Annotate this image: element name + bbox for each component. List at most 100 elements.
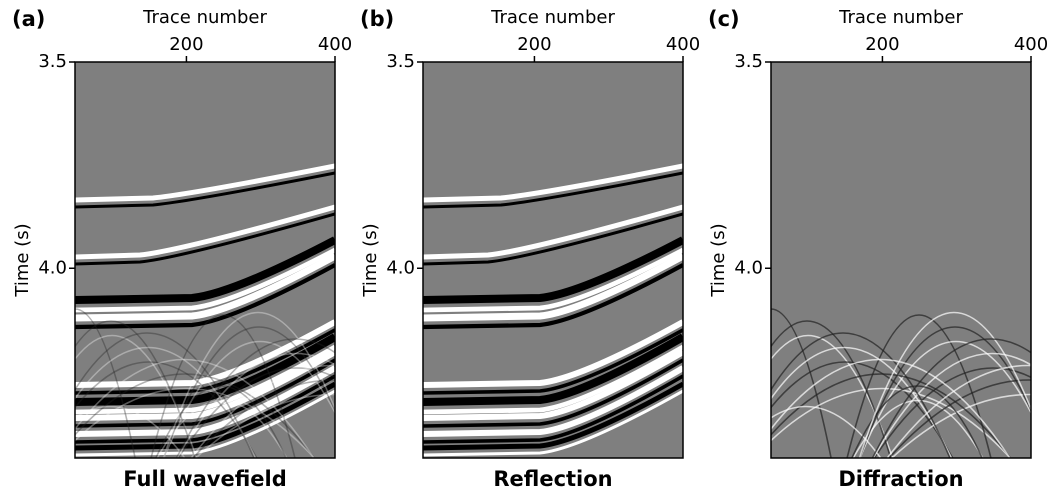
panel-label: (a) bbox=[12, 7, 45, 31]
diffraction-event bbox=[190, 364, 335, 458]
diffraction-event bbox=[75, 334, 198, 458]
diffraction-event bbox=[890, 393, 1031, 458]
x-axis-label: Trace number bbox=[142, 7, 267, 28]
reflection-event bbox=[75, 381, 335, 451]
diffraction-event bbox=[75, 405, 186, 458]
reflection-event bbox=[423, 374, 683, 444]
diffraction-event bbox=[771, 405, 882, 458]
panel-title: Diffraction bbox=[838, 467, 963, 490]
reflection-event bbox=[423, 319, 683, 388]
diffraction-event bbox=[771, 308, 832, 458]
diffraction-event bbox=[162, 326, 335, 458]
seismic-image bbox=[771, 62, 1031, 458]
x-axis-label: Trace number bbox=[838, 7, 963, 28]
reflection-event bbox=[75, 349, 335, 421]
diffraction-event bbox=[771, 361, 954, 458]
panel-frame bbox=[74, 61, 336, 459]
reflection-event bbox=[75, 236, 335, 304]
x-tick-label: 200 bbox=[517, 34, 551, 55]
reflection-event bbox=[75, 247, 335, 313]
diffraction-event bbox=[771, 332, 951, 458]
x-tick-label: 200 bbox=[865, 34, 899, 55]
diffraction-event bbox=[871, 338, 1031, 458]
reflection-event bbox=[423, 171, 683, 209]
diffraction-event bbox=[177, 367, 335, 458]
diffraction-event bbox=[873, 367, 1031, 458]
diffraction-event bbox=[192, 379, 335, 458]
reflection-event bbox=[423, 389, 683, 457]
reflection-event bbox=[423, 263, 683, 330]
reflection-event bbox=[75, 328, 335, 395]
diffraction-event bbox=[75, 361, 258, 458]
panel-label: (c) bbox=[708, 7, 740, 31]
reflection-event bbox=[75, 344, 335, 415]
reflection-event bbox=[75, 389, 335, 457]
reflection-event bbox=[75, 374, 335, 444]
x-tick-label: 400 bbox=[318, 34, 352, 55]
y-tick-label: 3.5 bbox=[386, 51, 415, 72]
y-tick-label: 4.0 bbox=[734, 257, 763, 278]
diffraction-event bbox=[75, 332, 255, 458]
diffraction-event bbox=[175, 338, 335, 458]
diffraction-event bbox=[872, 352, 1031, 458]
reflection-event bbox=[423, 236, 683, 304]
reflection-event bbox=[423, 204, 683, 260]
diffraction-event bbox=[858, 312, 1031, 458]
reflection-event bbox=[423, 381, 683, 451]
reflection-event bbox=[423, 333, 683, 406]
diffraction-event bbox=[176, 352, 335, 458]
reflection-event bbox=[423, 358, 683, 428]
reflection-event bbox=[75, 171, 335, 209]
reflection-event bbox=[423, 349, 683, 421]
diffraction-event bbox=[852, 399, 984, 458]
reflection-event bbox=[75, 163, 335, 203]
diffraction-event bbox=[75, 358, 315, 458]
diffraction-event bbox=[162, 312, 335, 458]
y-axis-label: Time (s) bbox=[360, 223, 381, 297]
diffraction-event bbox=[888, 379, 1031, 458]
panel-title: Reflection bbox=[493, 467, 612, 490]
seismic-background bbox=[771, 62, 1031, 458]
y-tick-label: 4.0 bbox=[38, 257, 67, 278]
reflection-event bbox=[75, 333, 335, 406]
diffraction-event bbox=[75, 387, 316, 458]
panel-label: (b) bbox=[360, 7, 394, 31]
x-tick-label: 200 bbox=[169, 34, 203, 55]
y-axis-label: Time (s) bbox=[12, 223, 33, 297]
reflection-event bbox=[75, 204, 335, 260]
diffraction-event bbox=[846, 314, 992, 458]
diffraction-event bbox=[859, 340, 1031, 458]
diffraction-event bbox=[75, 320, 196, 458]
diffraction-event bbox=[771, 358, 1011, 458]
diffraction-event bbox=[163, 340, 335, 458]
diffraction-event bbox=[75, 308, 136, 458]
seismic-image bbox=[75, 62, 335, 458]
diffraction-event bbox=[771, 346, 953, 458]
diffraction-event bbox=[156, 399, 288, 458]
y-tick-label: 4.0 bbox=[386, 257, 415, 278]
reflection-event bbox=[75, 263, 335, 330]
reflection-event bbox=[423, 212, 683, 266]
x-tick-label: 400 bbox=[1014, 34, 1048, 55]
reflection-event bbox=[75, 252, 335, 322]
diffraction-event bbox=[75, 346, 257, 458]
panel-frame bbox=[422, 61, 684, 459]
y-axis-label: Time (s) bbox=[708, 223, 729, 297]
reflection-event bbox=[423, 344, 683, 415]
x-axis-label: Trace number bbox=[490, 7, 615, 28]
diffraction-event bbox=[771, 387, 1012, 458]
y-tick-label: 3.5 bbox=[734, 51, 763, 72]
diffraction-event bbox=[155, 385, 287, 458]
diffraction-event bbox=[771, 320, 892, 458]
diffraction-event bbox=[194, 393, 335, 458]
reflection-event bbox=[423, 328, 683, 395]
diffraction-event bbox=[886, 364, 1031, 458]
reflection-event bbox=[423, 365, 683, 437]
reflection-event bbox=[75, 212, 335, 266]
panel-title: Full wavefield bbox=[123, 467, 287, 490]
reflection-event bbox=[75, 365, 335, 437]
diffraction-event bbox=[150, 314, 296, 458]
diffraction-event bbox=[75, 373, 316, 458]
y-tick-label: 3.5 bbox=[38, 51, 67, 72]
